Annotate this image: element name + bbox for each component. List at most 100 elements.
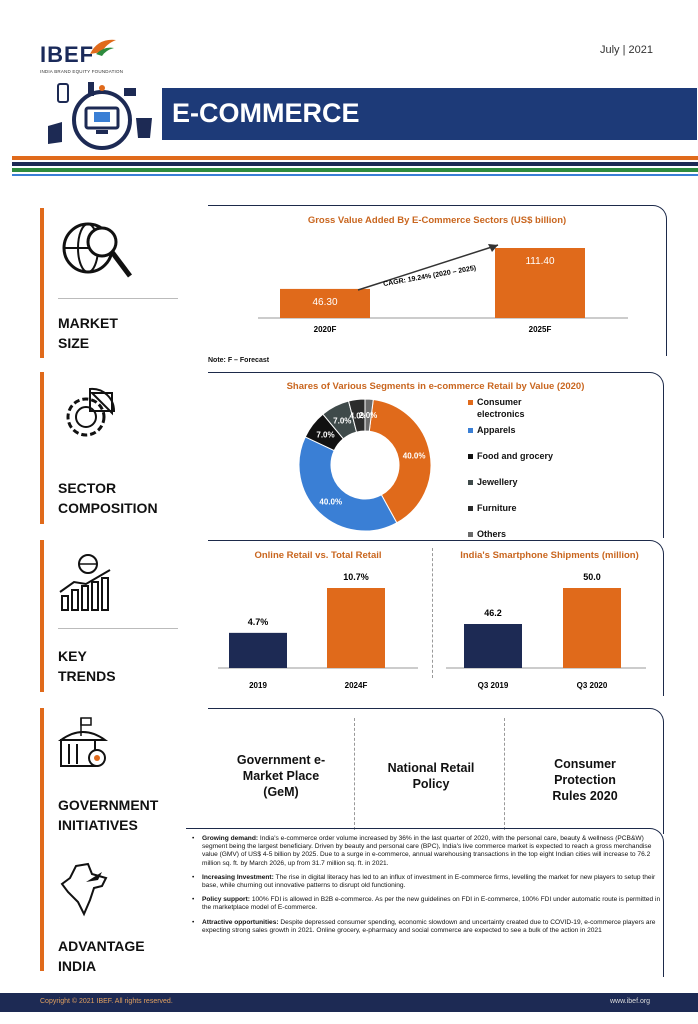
donut-slice [368,398,432,524]
retail-value-label: 4.7% [248,617,269,627]
government-label: GOVERNMENT INITIATIVES [58,795,158,835]
legend-label: Jewellery [477,477,518,487]
retail-bar [327,588,385,668]
initiative-consumer-line3: Rules 2020 [552,789,618,803]
donut-slice [298,436,398,532]
key-trends-accent [40,540,44,692]
market-size-label-line2: SIZE [58,335,90,351]
gva-bar [280,288,370,318]
gva-bar-chart: 46.30 2020F 111.40 2025F CAGR: 19.24% (2020 … [258,244,628,334]
advantage-title: Increasing Investment: [202,873,274,881]
legend-item: Food and grocery [468,450,578,462]
market-size-label: MARKET SIZE [58,313,118,353]
advantage-item: Growing demand: India's e-commerce order… [192,835,662,868]
gva-chart-title: Gross Value Added By E-Commerce Sectors … [307,215,567,226]
phone-category-label: Q3 2020 [577,681,608,690]
initiative-gem: Government e- Market Place (GeM) [212,752,350,800]
advantage-text: Despite depressed consumer spending, eco… [202,918,656,934]
legend-swatch [468,400,473,406]
key-trends-label: KEY TRENDS [58,646,116,686]
gva-value-label: 46.30 [312,297,337,308]
legend-item: Apparels [468,424,578,436]
cagr-arrow-line [357,244,499,291]
legend-swatch [468,532,473,538]
initiative-retail-policy: National Retail Policy [360,760,502,792]
sector-chart-box [208,372,664,538]
advantage-label-line2: INDIA [58,958,97,974]
gva-bar [495,248,585,318]
advantage-title: Policy support: [202,896,250,904]
legend-item: Others [468,528,578,540]
globe-magnifier-icon [62,222,132,278]
initiatives-divider-2 [504,718,505,830]
government-label-line1: GOVERNMENT [58,797,159,813]
donut-value-label: 40.0% [403,452,426,461]
ibef-logo-text: IBEF [40,42,95,67]
initiative-consumer-line1: Consumer [554,757,616,771]
key-trends-label-line1: KEY [58,648,87,664]
forecast-note: Note: F – Forecast [208,357,270,364]
trends-chart-box [208,540,664,696]
advantage-text: The rise in digital literacy has led to … [202,873,656,890]
title-banner [162,88,697,140]
legend-swatch [468,480,473,486]
market-size-divider [58,298,178,299]
initiative-gem-line3: (GeM) [263,785,299,799]
phone-value-label: 50.0 [583,572,601,582]
advantages-box [186,828,664,977]
phone-category-label: Q3 2019 [478,681,509,690]
phone-bar [464,624,522,668]
green-stripe [12,168,698,172]
donut-value-label: 4.0% [350,411,368,420]
government-accent [40,708,44,858]
cagr-arrowhead [488,244,498,252]
advantage-accent [40,853,44,971]
advantage-title: Growing demand: [202,835,259,842]
advantage-label: ADVANTAGE INDIA [58,936,145,976]
online-retail-chart-title: Online Retail vs. Total Retail [254,550,382,561]
website-link[interactable]: www.ibef.org [610,998,651,1005]
segments-donut-chart: 40.0%40.0%7.0%7.0%4.0%2.0% [298,398,432,532]
gva-category-label: 2020F [314,325,337,334]
legend-label: Apparels [477,425,516,435]
growth-globe-icon [59,554,111,611]
segments-legend: Consumer electronics Apparels Food and groc… [468,396,578,540]
initiative-gem-line1: Government e- [236,753,326,767]
market-size-chart-box [208,205,667,356]
advantage-text: India's e-commerce order volume increase… [202,835,652,867]
market-size-accent [40,208,44,358]
logo-bird-icon [90,39,116,56]
legend-swatch [468,428,473,434]
initiatives-box [208,708,664,834]
advantage-label-line1: ADVANTAGE [58,938,145,954]
trends-divider [432,548,433,678]
government-label-line2: INITIATIVES [58,817,138,833]
report-date: July | 2021 [600,44,654,56]
initiative-consumer-line2: Protection [554,773,616,787]
smartphone-bar-chart: 46.2 Q3 2019 50.0 Q3 2020 [446,572,646,690]
sector-composition-label-line2: COMPOSITION [58,500,158,516]
gva-category-label: 2025F [529,325,552,334]
retail-bar [229,632,287,668]
cagr-annotation: CAGR: 19.24% (2020 – 2025) [383,265,477,288]
legend-swatch [468,454,473,460]
smartphone-chart-title: India's Smartphone Shipments (million) [460,550,639,561]
sector-composition-label-line1: SECTOR [58,480,117,496]
donut-value-label: 40.0% [319,497,342,506]
gva-value-label: 111.40 [525,256,555,267]
legend-label: Food and grocery [477,451,554,461]
copyright-text: Copyright © 2021 IBEF. All rights reserv… [40,998,173,1005]
ecommerce-icon [48,82,152,150]
retail-category-label: 2024F [345,681,368,690]
india-map-icon [60,862,108,917]
footer-bar [0,993,698,1012]
initiative-retail-line2: Policy [412,777,450,791]
initiative-consumer-rules: Consumer Protection Rules 2020 [510,756,660,804]
advantage-item: Policy support: 100% FDI is allowed in B… [192,896,662,912]
ibef-logo-subtitle: INDIA BRAND EQUITY FOUNDATION [40,69,124,74]
legend-item: Consumer electronics [468,396,578,420]
advantage-item: Attractive opportunities: Despite depres… [192,919,662,935]
orange-stripe [12,156,698,160]
government-building-icon [57,717,109,767]
legend-item: Furniture [468,502,578,514]
